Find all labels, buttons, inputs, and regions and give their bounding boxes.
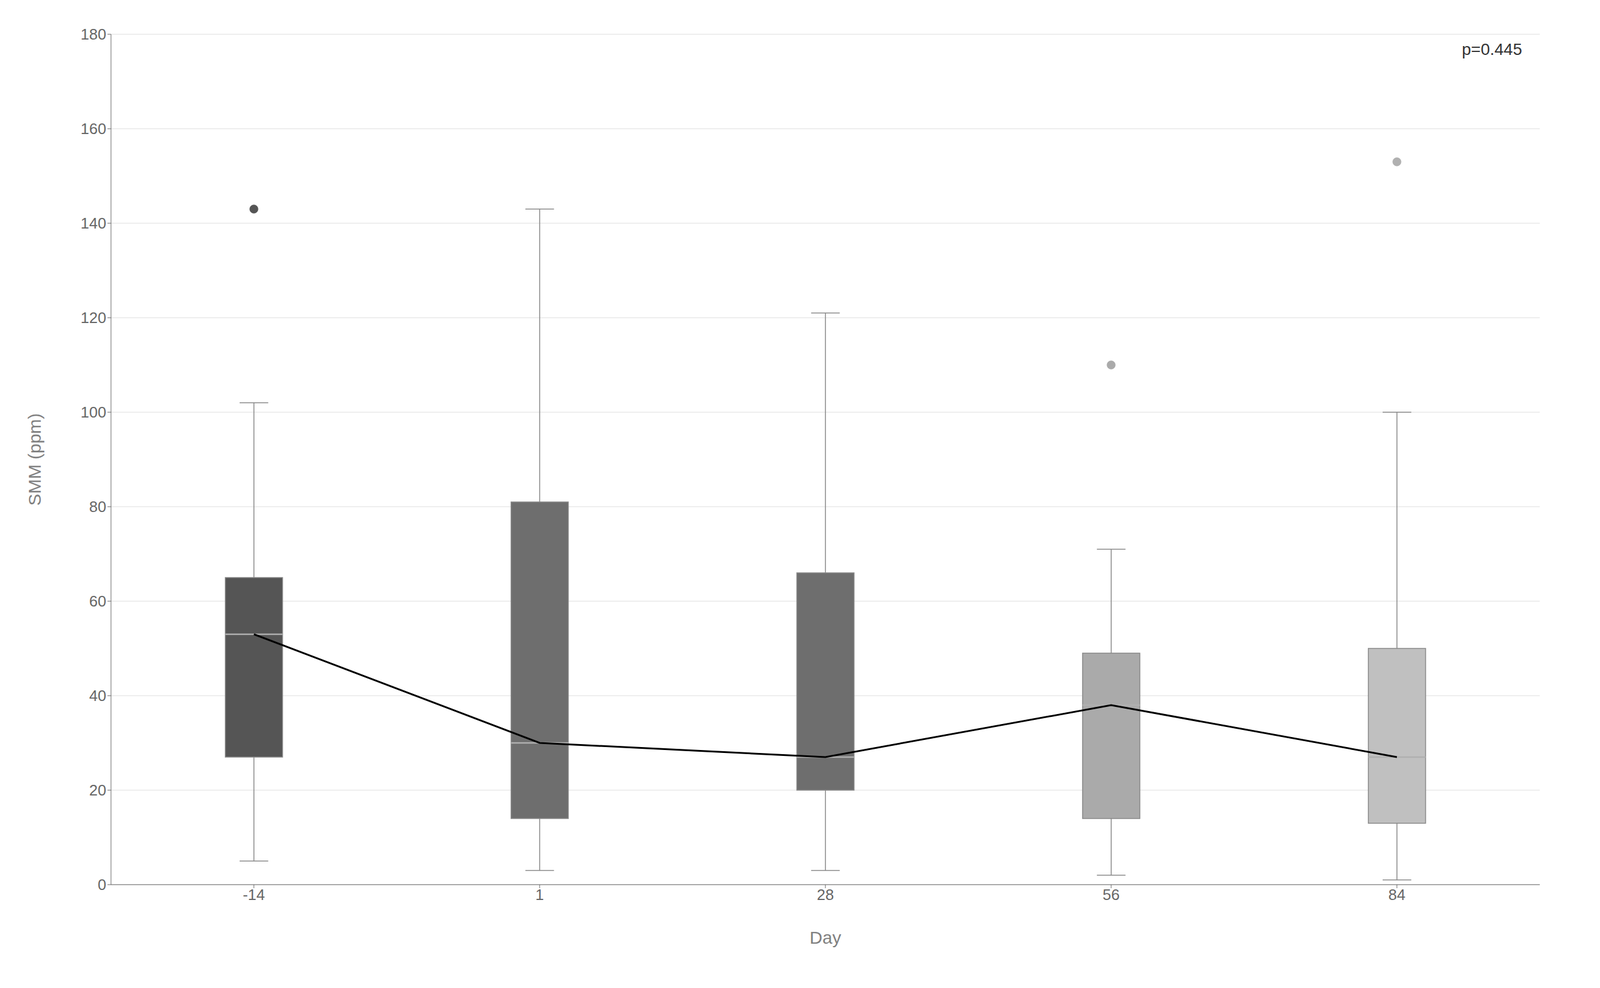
svg-text:28: 28 (817, 885, 835, 904)
svg-text:84: 84 (1388, 885, 1406, 904)
svg-text:40: 40 (89, 686, 107, 705)
svg-text:1: 1 (535, 885, 544, 904)
svg-text:160: 160 (80, 119, 107, 138)
html-text:p=0.445: p=0.445 (1461, 40, 1523, 59)
svg-text:56: 56 (1102, 885, 1120, 904)
svg-text:80: 80 (89, 497, 107, 516)
svg-text:0: 0 (98, 875, 107, 894)
svg-text:140: 140 (80, 214, 107, 233)
svg-text:180: 180 (80, 25, 107, 44)
svg-text:SMM (ppm): SMM (ppm) (24, 413, 45, 506)
svg-text:20: 20 (89, 781, 107, 799)
svg-text:Day: Day (809, 927, 841, 948)
svg-text:-14: -14 (242, 885, 266, 904)
svg-text:60: 60 (89, 592, 107, 610)
svg-text:120: 120 (80, 308, 107, 327)
svg-text:100: 100 (80, 403, 107, 421)
